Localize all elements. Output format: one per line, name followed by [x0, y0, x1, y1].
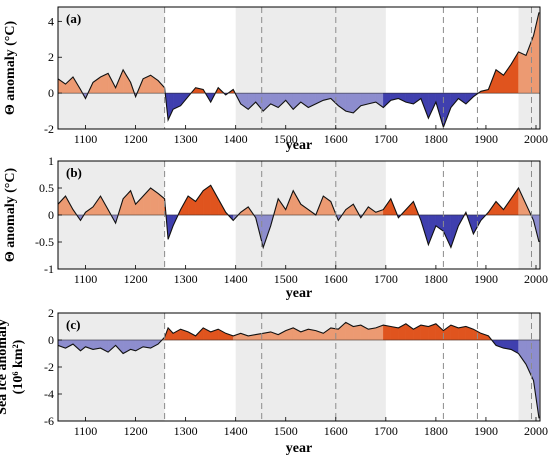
x-tick-label: 1600 [324, 272, 348, 286]
positive-area [420, 324, 429, 341]
x-tick-label: 1900 [474, 272, 498, 286]
positive-area [510, 187, 519, 216]
x-tick-label: 1900 [474, 132, 498, 146]
x-tick-label: 1500 [274, 424, 298, 438]
x-tick-label: 2000 [524, 132, 548, 146]
y-tick-label: 2 [48, 50, 54, 64]
x-axis-title: year [286, 138, 312, 153]
y-tick-label: 0 [48, 333, 54, 347]
y-tick-label: -6 [44, 414, 54, 428]
negative-area [345, 92, 354, 114]
x-tick-label: 1800 [424, 132, 448, 146]
y-tick-label: 1 [48, 154, 54, 168]
series-line [58, 184, 540, 250]
x-tick-label: 1900 [474, 424, 498, 438]
y-axis-title-line: (10⁶ km²) [11, 339, 26, 394]
series-line [58, 321, 540, 419]
negative-area [458, 92, 467, 105]
x-tick-label: 1700 [374, 424, 398, 438]
x-tick-label: 1300 [174, 272, 198, 286]
y-tick-label: 2 [48, 306, 54, 320]
x-axis-title: year [286, 286, 312, 301]
x-tick-label: 1800 [424, 424, 448, 438]
x-tick-label: 1600 [324, 424, 348, 438]
y-tick-label: 0.5 [39, 181, 54, 195]
x-tick-label: 1300 [174, 424, 198, 438]
positive-area [195, 190, 204, 216]
shaded-period [58, 313, 165, 421]
shaded-period [235, 7, 386, 129]
y-tick-label: -2 [44, 360, 54, 374]
x-axis-title: year [286, 441, 312, 456]
x-tick-label: 1500 [274, 272, 298, 286]
plot-frame [57, 6, 541, 130]
y-tick-label: 0 [48, 208, 54, 222]
x-tick-label: 1600 [324, 132, 348, 146]
positive-area [435, 323, 444, 341]
panel-label: (c) [66, 317, 80, 332]
positive-area [503, 63, 512, 94]
y-axis-title: Θ anomaly (°C) [3, 21, 18, 116]
y-tick-label: -2 [44, 122, 54, 136]
positive-area [383, 324, 392, 341]
positive-area [353, 324, 362, 341]
x-tick-label: 1400 [224, 132, 248, 146]
positive-area [518, 51, 527, 94]
y-axis-title: Sea ice anomaly(10⁶ km²) [0, 319, 26, 415]
y-tick-label: -1 [44, 262, 54, 276]
y-tick-label: 4 [48, 14, 54, 28]
x-tick-label: 1400 [224, 272, 248, 286]
panel-label: (a) [66, 11, 81, 26]
y-axis-title: Θ anomaly (°C) [3, 168, 18, 263]
negative-area [383, 92, 392, 108]
negative-area [443, 214, 452, 248]
positive-area [458, 326, 467, 341]
x-tick-label: 1400 [224, 424, 248, 438]
negative-area [167, 92, 174, 121]
shaded-period [58, 7, 165, 129]
x-tick-label: 2000 [524, 272, 548, 286]
x-tick-label: 1100 [74, 272, 98, 286]
positive-area [495, 69, 504, 94]
x-tick-label: 2000 [524, 424, 548, 438]
panel-label: (b) [66, 165, 82, 180]
x-tick-label: 1100 [74, 424, 98, 438]
x-tick-label: 1800 [424, 272, 448, 286]
x-tick-label: 1300 [174, 132, 198, 146]
y-axis-title-line: Sea ice anomaly [0, 319, 10, 415]
x-tick-label: 1200 [124, 272, 148, 286]
x-tick-label: 1700 [374, 272, 398, 286]
positive-area [210, 184, 219, 216]
panel-c: -6 -4 -2 0 2 1100 1200 1300 1400 1500 1600 1700 1800… [0, 306, 548, 456]
x-tick-label: 1700 [374, 132, 398, 146]
positive-area [167, 327, 174, 341]
y-tick-label: 0 [48, 86, 54, 100]
y-tick-label: -4 [44, 387, 54, 401]
negative-area [172, 92, 181, 110]
x-tick-label: 1100 [74, 132, 98, 146]
x-tick-label: 1200 [124, 132, 148, 146]
panel-b: -1 -0.5 0 0.5 1 1100 1200 1300 1400 1500 1600 1700 1… [3, 154, 548, 301]
x-tick-label: 1500 [274, 132, 298, 146]
positive-area [368, 327, 377, 341]
series-line [58, 12, 540, 129]
area-fills [58, 322, 540, 419]
y-tick-label: -0.5 [35, 235, 54, 249]
negative-area [413, 92, 422, 105]
panel-a: -2 0 2 4 1100 1200 1300 1400 1500 1600 1700 1800 190… [3, 6, 548, 153]
positive-area [330, 327, 339, 341]
positive-area [390, 326, 399, 341]
x-tick-label: 1200 [124, 424, 148, 438]
